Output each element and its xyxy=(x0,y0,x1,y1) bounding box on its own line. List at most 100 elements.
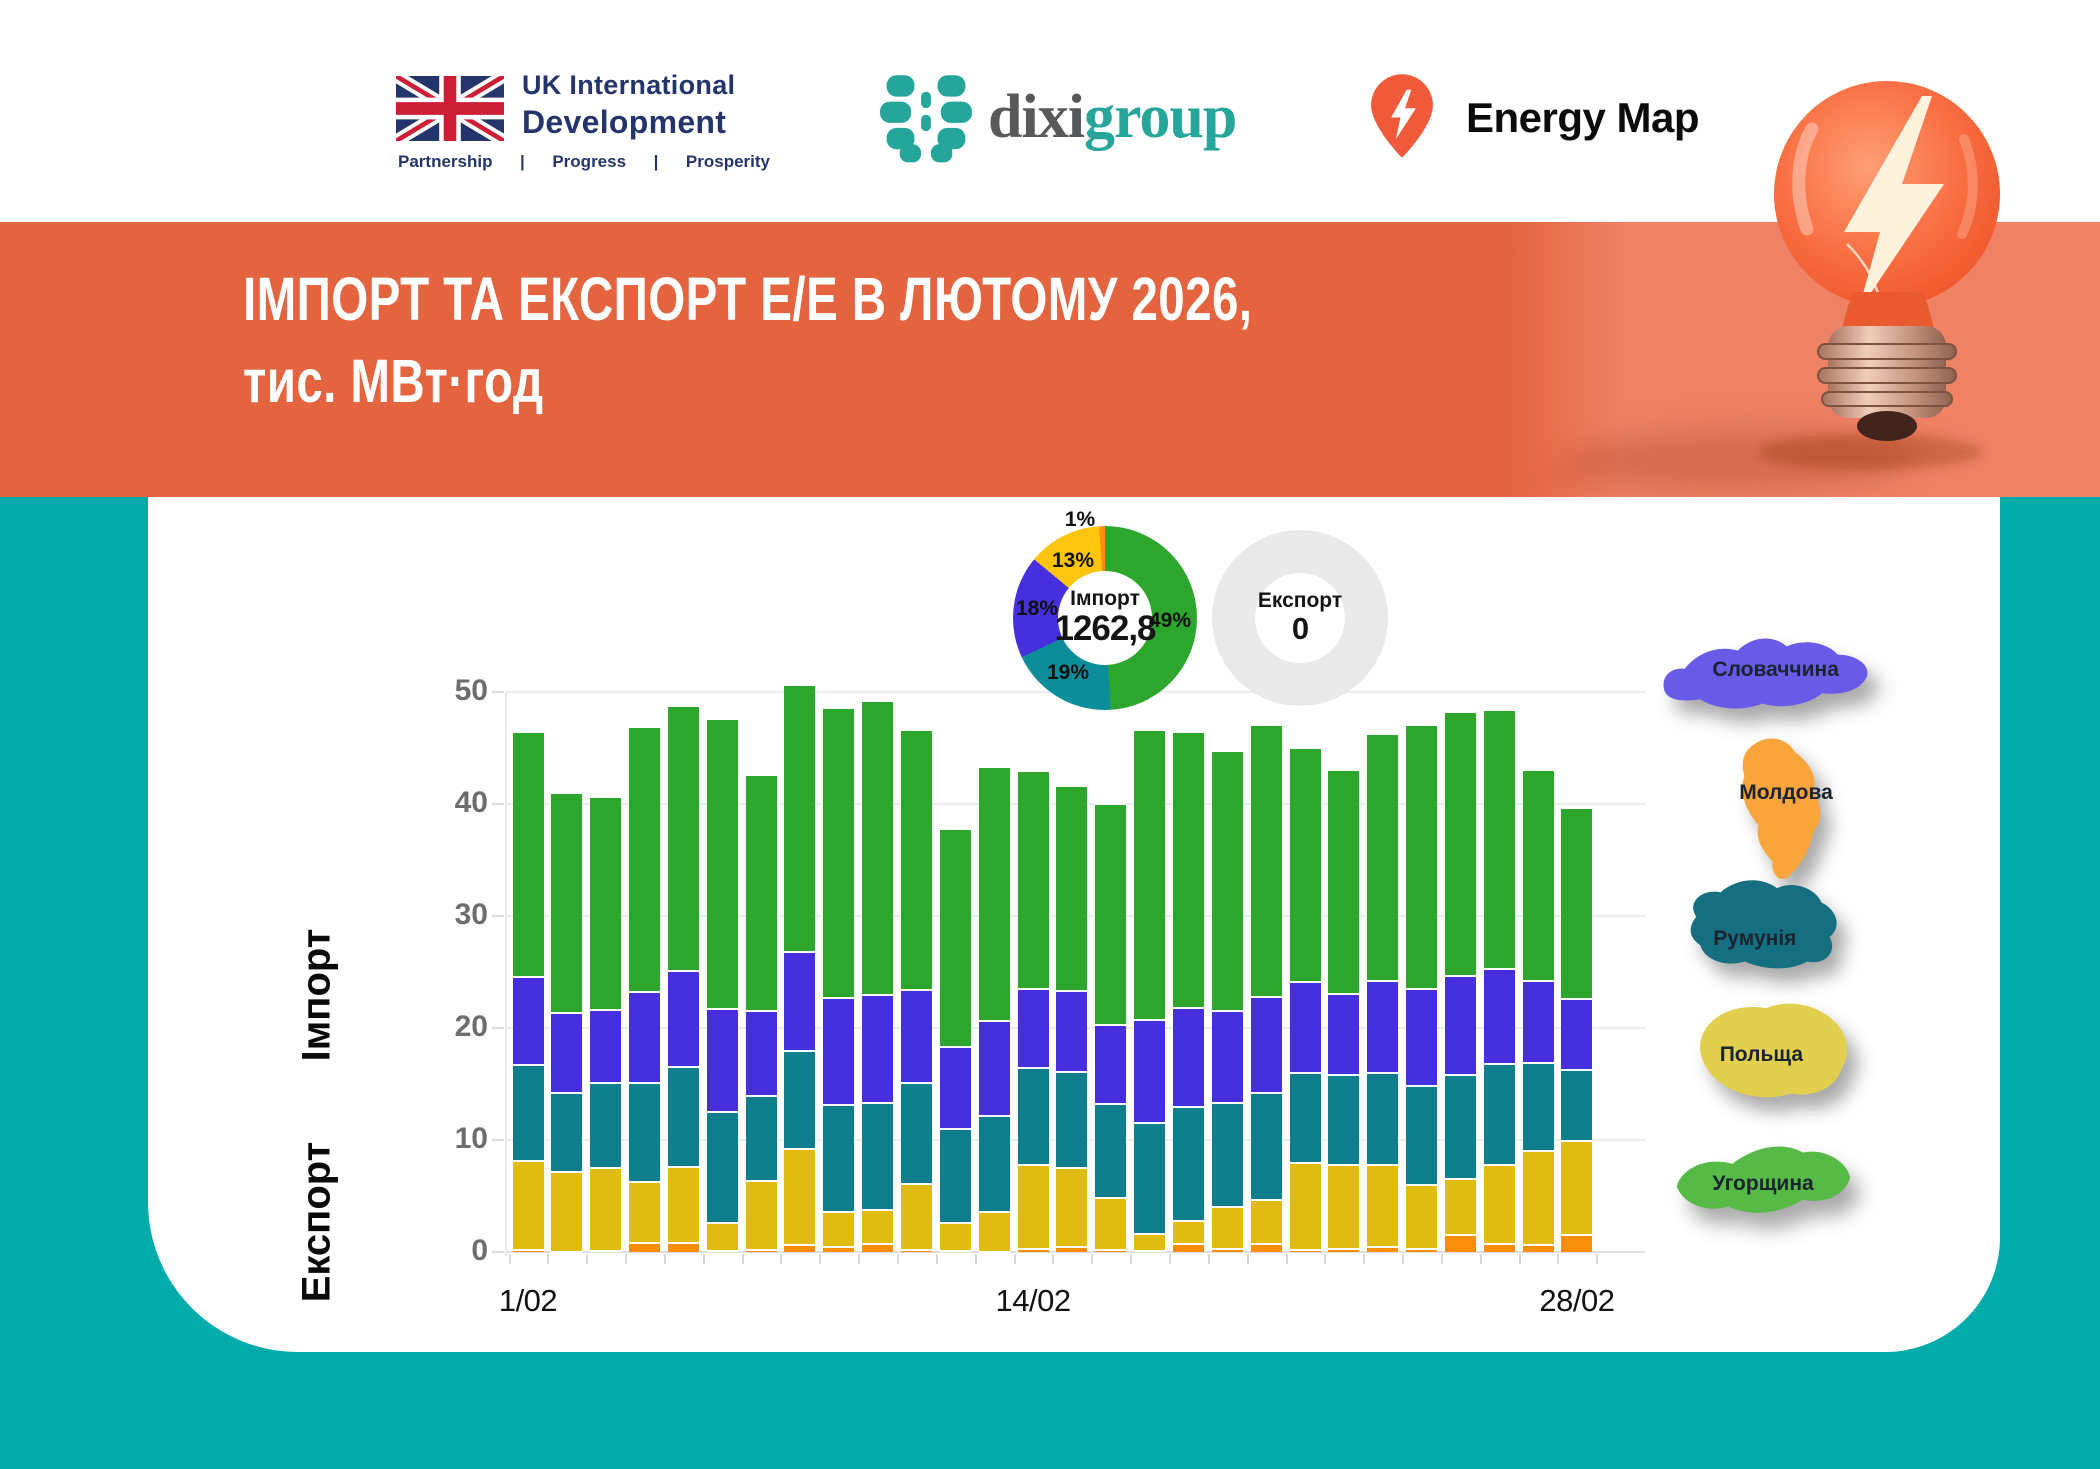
x-tick-7 xyxy=(780,1254,783,1264)
x-tick-12 xyxy=(974,1254,977,1264)
country-shape-icon xyxy=(1663,638,1868,709)
bar-3/02-Румунія xyxy=(590,1081,622,1167)
y-tick-label-20: 20 xyxy=(454,1010,488,1043)
header-bar: UK International Development Partnership… xyxy=(0,0,2100,222)
x-tick-21 xyxy=(1324,1254,1327,1264)
bar-7/02-Угорщина xyxy=(745,773,777,1011)
bar-28/02-Молдова xyxy=(1561,1234,1593,1252)
dixigroup-text-dixi: dixi xyxy=(988,83,1085,151)
bar-16/02-Польща xyxy=(1095,1197,1127,1249)
bar-18/02-Словаччина xyxy=(1172,1006,1204,1107)
bar-12/02-Румунія xyxy=(939,1127,971,1222)
bar-13/02-Молдова xyxy=(978,1250,1010,1253)
bar-2/02-Румунія xyxy=(551,1091,583,1172)
bar-27/02-Польща xyxy=(1522,1150,1554,1245)
y-tick-40 xyxy=(492,803,504,805)
bar-22/02-Румунія xyxy=(1328,1073,1360,1164)
uk-logo-line2: Development xyxy=(522,104,727,140)
yaxis-label-export: Експорт xyxy=(294,1141,339,1303)
bar-25/02-Молдова xyxy=(1444,1234,1476,1252)
country-shape-icon xyxy=(1676,1146,1851,1213)
bar-25/02-Польща xyxy=(1444,1178,1476,1235)
x-tick-11 xyxy=(935,1254,938,1264)
bar-4/02-Польща xyxy=(629,1181,661,1242)
country-shape-icon xyxy=(1700,1003,1848,1098)
bar-2/02-Угорщина xyxy=(551,791,583,1013)
uk-logo-text: UK International Development xyxy=(522,70,735,141)
import-donut-chart: Імпорт 1262,8 49% 19% 18% 13% 1% xyxy=(1013,508,1197,710)
bar-23/02-Молдова xyxy=(1367,1246,1399,1252)
country-label-Молдова: Молдова xyxy=(1739,780,1833,804)
bar-7/02-Польща xyxy=(745,1180,777,1249)
country-label-Румунія: Румунія xyxy=(1713,927,1797,951)
bar-1/02-Польща xyxy=(512,1160,544,1249)
bar-25/02-Румунія xyxy=(1444,1073,1476,1179)
bar-24/02-Польща xyxy=(1406,1183,1438,1248)
slice-label-Словаччина: 18% xyxy=(1015,597,1059,620)
bar-21/02-Угорщина xyxy=(1289,746,1321,981)
bar-28/02-Румунія xyxy=(1561,1069,1593,1140)
x-tick-19 xyxy=(1246,1254,1249,1264)
lightbulb-image xyxy=(1758,81,2000,470)
x-tick-26 xyxy=(1518,1254,1521,1264)
bar-26/02-Молдова xyxy=(1483,1243,1515,1252)
x-tick-22 xyxy=(1363,1254,1366,1264)
bar-27/02-Угорщина xyxy=(1522,769,1554,980)
bar-2/02-Молдова xyxy=(551,1250,583,1253)
country-label-Словаччина: Словаччина xyxy=(1712,658,1839,682)
bar-5/02-Угорщина xyxy=(667,705,699,970)
bar-8/02-Угорщина xyxy=(784,684,816,951)
bar-22/02-Молдова xyxy=(1328,1247,1360,1252)
bar-20/02-Молдова xyxy=(1250,1243,1282,1252)
bar-17/02-Польща xyxy=(1134,1232,1166,1250)
bar-16/02-Угорщина xyxy=(1095,802,1127,1024)
country-map-Польща: Польща xyxy=(1676,996,1870,1118)
bar-4/02-Угорщина xyxy=(629,725,661,992)
bar-10/02-Молдова xyxy=(862,1243,894,1252)
bar-12/02-Молдова xyxy=(939,1249,971,1252)
country-label-Польща: Польща xyxy=(1719,1042,1804,1066)
bar-27/02-Словаччина xyxy=(1522,979,1554,1062)
y-tick-label-10: 10 xyxy=(454,1122,488,1155)
tagline-sep2: | xyxy=(653,152,659,171)
bar-12/02-Угорщина xyxy=(939,827,971,1046)
bar-11/02-Румунія xyxy=(901,1081,932,1183)
bar-15/02-Словаччина xyxy=(1056,989,1088,1071)
y-tick-0 xyxy=(492,1251,504,1253)
bar-9/02-Молдова xyxy=(823,1246,855,1252)
bar-14/02-Словаччина xyxy=(1017,987,1049,1068)
bar-6/02-Словаччина xyxy=(706,1007,738,1111)
bar-6/02-Молдова xyxy=(706,1249,738,1252)
bar-13/02-Румунія xyxy=(978,1115,1010,1211)
x-tick-23 xyxy=(1402,1254,1405,1264)
export-donut-value: 0 xyxy=(1291,611,1309,646)
tagline-partnership: Partnership xyxy=(398,152,493,171)
country-shape-icon xyxy=(1690,880,1837,969)
bar-16/02-Молдова xyxy=(1095,1248,1127,1252)
bar-1/02-Молдова xyxy=(512,1248,544,1252)
bar-15/02-Румунія xyxy=(1056,1070,1088,1167)
y-tick-label-0: 0 xyxy=(471,1234,488,1267)
y-tick-50 xyxy=(492,691,504,693)
bar-26/02-Румунія xyxy=(1483,1062,1515,1164)
bar-11/02-Словаччина xyxy=(901,988,932,1082)
x-tick-4 xyxy=(663,1254,666,1264)
bar-5/02-Польща xyxy=(667,1165,699,1242)
bar-9/02-Румунія xyxy=(823,1104,855,1211)
bar-16/02-Словаччина xyxy=(1095,1023,1127,1104)
bar-3/02-Молдова xyxy=(590,1249,622,1252)
bar-28/02-Словаччина xyxy=(1561,997,1593,1070)
bar-7/02-Словаччина xyxy=(745,1010,777,1096)
bar-16/02-Румунія xyxy=(1095,1103,1127,1198)
bar-17/02-Румунія xyxy=(1134,1122,1166,1233)
bar-4/02-Румунія xyxy=(629,1081,661,1182)
bar-18/02-Молдова xyxy=(1172,1243,1204,1252)
uk-logo-line1: UK International xyxy=(522,70,736,100)
bar-11/02-Польща xyxy=(901,1182,932,1249)
x-tick-16 xyxy=(1130,1254,1133,1264)
x-tick-5 xyxy=(702,1254,705,1264)
dixigroup-logo-icon xyxy=(880,75,972,163)
bar-14/02-Молдова xyxy=(1017,1247,1049,1252)
bar-11/02-Молдова xyxy=(901,1248,932,1252)
x-tick-18 xyxy=(1207,1254,1210,1264)
